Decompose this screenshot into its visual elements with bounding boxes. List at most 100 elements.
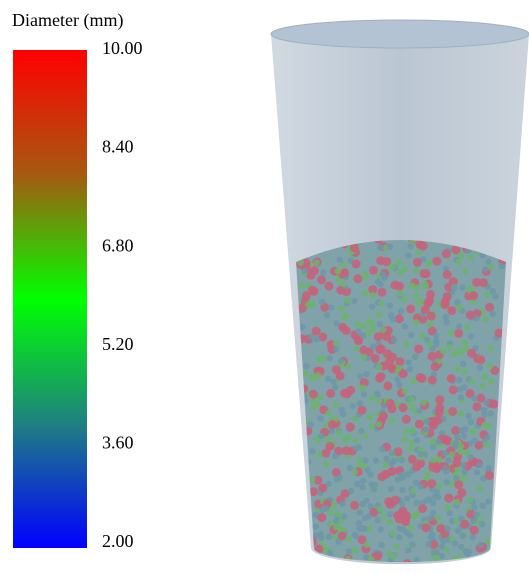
particle — [488, 345, 494, 351]
particle — [318, 535, 324, 541]
particle — [382, 257, 391, 266]
particle — [302, 291, 311, 300]
particle — [498, 263, 504, 269]
particle — [435, 403, 444, 412]
particle — [378, 288, 387, 297]
particle — [386, 399, 395, 408]
particle — [408, 396, 414, 402]
particle — [352, 260, 361, 269]
particle — [485, 303, 494, 312]
particle — [435, 395, 444, 404]
particle — [405, 471, 411, 477]
particle — [470, 526, 479, 535]
colorbar — [13, 50, 87, 548]
particle — [376, 398, 382, 404]
particle — [383, 456, 389, 462]
particle — [452, 458, 461, 467]
particle — [323, 560, 329, 566]
particle — [360, 385, 366, 391]
particle — [313, 260, 319, 266]
particle — [481, 407, 487, 413]
screen: Diameter (mm) 10.008.406.805.203.602.00 — [0, 0, 529, 574]
particle — [342, 313, 348, 319]
particle — [360, 323, 366, 329]
particle — [433, 338, 439, 344]
particle — [369, 395, 375, 401]
particle — [333, 402, 339, 408]
particle — [314, 437, 320, 443]
particle — [354, 345, 360, 351]
particle — [324, 282, 333, 291]
particle — [447, 374, 456, 383]
particle — [395, 314, 404, 323]
particle — [333, 524, 339, 530]
particle — [444, 494, 453, 503]
particle — [391, 337, 397, 343]
particle — [379, 542, 385, 548]
particle — [377, 472, 386, 481]
particle — [352, 548, 358, 554]
particle — [317, 513, 326, 522]
particle — [353, 533, 359, 539]
particle — [407, 366, 413, 372]
particle — [444, 504, 450, 510]
particle — [396, 534, 402, 540]
particle — [474, 469, 480, 475]
particle — [406, 304, 415, 313]
particle — [461, 475, 467, 481]
particle — [408, 455, 417, 464]
particle — [309, 390, 318, 399]
particle — [424, 419, 430, 425]
particle — [395, 357, 404, 366]
particle — [317, 415, 323, 421]
particle — [422, 523, 431, 532]
particle — [361, 391, 367, 397]
particle — [412, 354, 418, 360]
particle — [361, 354, 367, 360]
particle — [423, 283, 429, 289]
particle — [364, 542, 370, 548]
particle — [345, 536, 351, 542]
particle — [436, 456, 442, 462]
particle — [387, 519, 393, 525]
particle — [427, 321, 433, 327]
particle — [458, 449, 464, 455]
particle — [389, 417, 395, 423]
particle — [358, 406, 367, 415]
particle — [471, 437, 477, 443]
particle — [379, 412, 388, 421]
particle — [353, 445, 359, 451]
particle — [454, 329, 463, 338]
particle — [369, 266, 378, 275]
particle — [431, 362, 440, 371]
particle — [441, 300, 450, 309]
particle — [423, 426, 429, 432]
particle — [465, 413, 471, 419]
particle — [357, 458, 363, 464]
particle — [428, 376, 437, 385]
particle — [468, 333, 474, 339]
particle — [460, 361, 466, 367]
particle — [383, 349, 392, 358]
particle — [468, 254, 474, 260]
particle — [430, 444, 436, 450]
particle — [454, 466, 460, 472]
tick-label: 5.20 — [102, 334, 134, 354]
particle — [433, 332, 439, 338]
particle — [431, 549, 437, 555]
particle — [473, 511, 479, 517]
particle — [316, 451, 322, 457]
particle — [307, 422, 313, 428]
particle — [378, 301, 384, 307]
particle — [407, 445, 413, 451]
particle — [382, 332, 391, 341]
particle — [336, 430, 342, 436]
particle — [377, 506, 383, 512]
particle — [435, 515, 441, 521]
particle — [340, 281, 346, 287]
particle — [389, 264, 395, 270]
particle — [442, 450, 448, 456]
particle — [379, 446, 385, 452]
particle — [317, 275, 326, 284]
particle — [326, 534, 332, 540]
